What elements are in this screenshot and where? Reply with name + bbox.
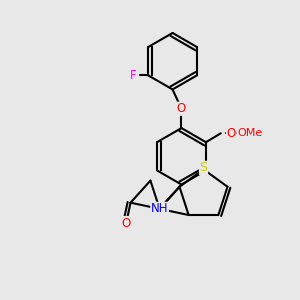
Text: O: O bbox=[226, 127, 236, 140]
Text: O: O bbox=[122, 217, 131, 230]
Text: O: O bbox=[177, 102, 186, 115]
Text: NH: NH bbox=[151, 202, 168, 215]
Text: F: F bbox=[130, 69, 136, 82]
Text: OMe: OMe bbox=[237, 128, 262, 138]
Text: S: S bbox=[200, 161, 208, 174]
